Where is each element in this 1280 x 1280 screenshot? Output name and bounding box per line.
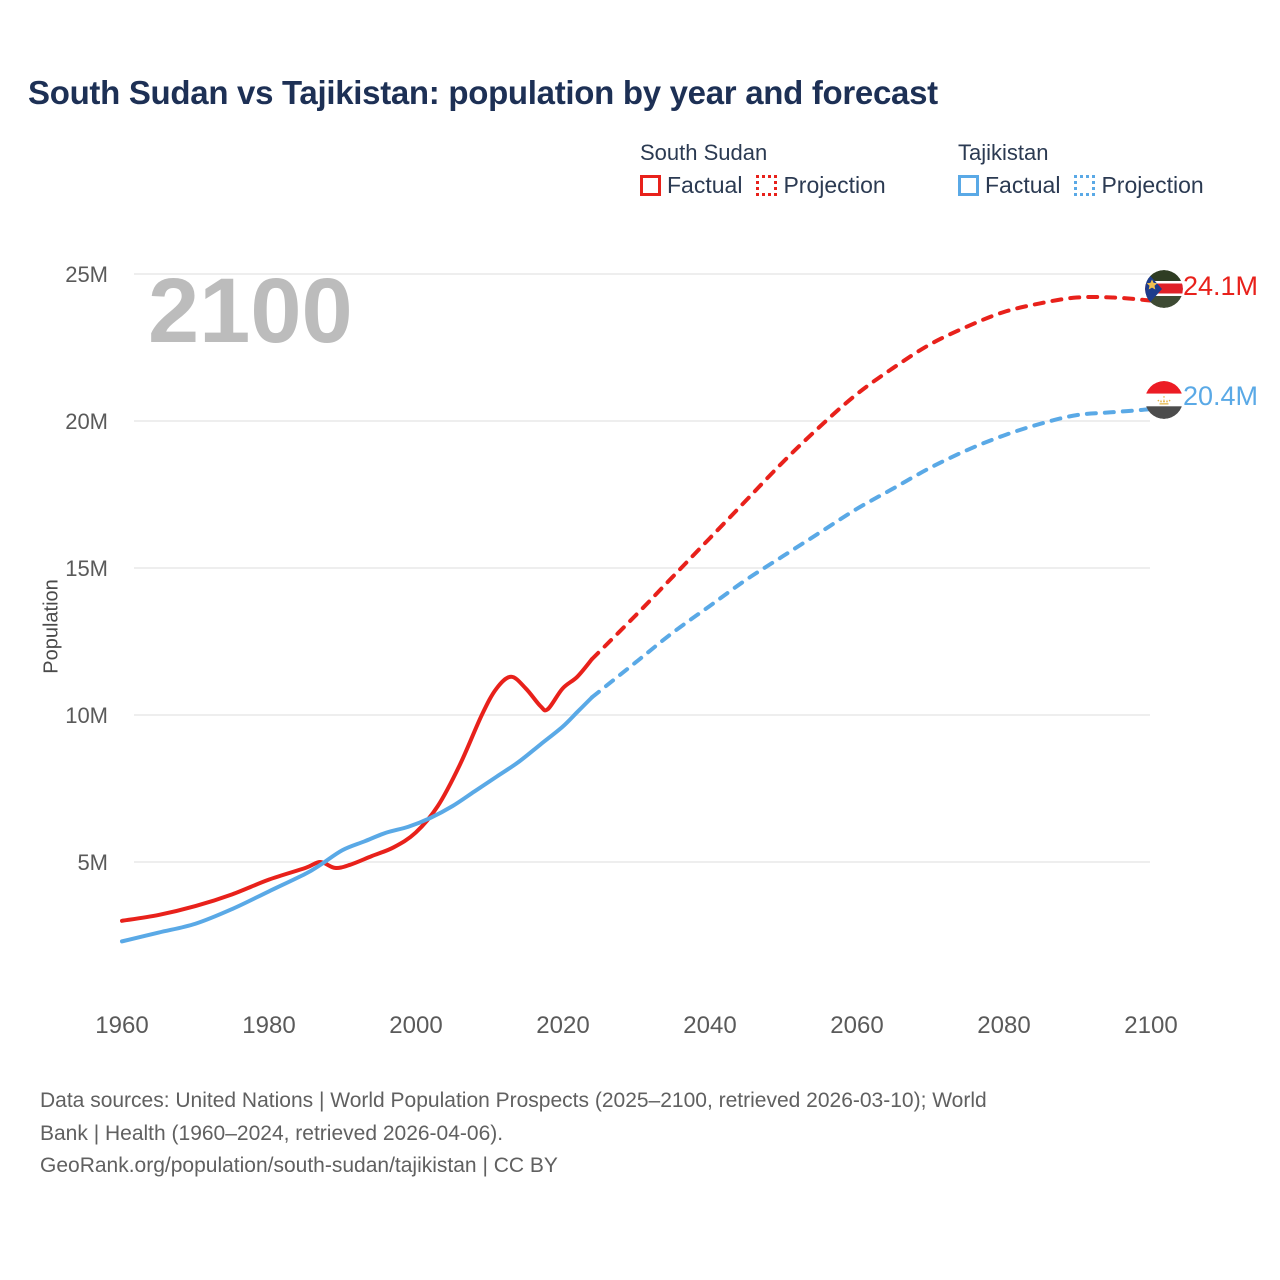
legend-swatch-dotted-blue-icon [1074,175,1096,196]
xtick-label-2060: 2060 [830,1012,884,1039]
series-line-factual-south-sudan [120,657,594,923]
page-title: South Sudan vs Tajikistan: population by… [28,74,938,111]
legend-group-tajikistan: Tajikistan Factual Projection [958,140,1204,199]
xtick-label-1980: 1980 [242,1012,296,1039]
series-line-factual-tajikistan [120,695,594,944]
legend-item-tajikistan-projection[interactable]: Projection [1074,172,1204,199]
xtick-label-2080: 2080 [977,1012,1031,1039]
chart-series-layer [120,294,1152,944]
legend-heading-tajikistan: Tajikistan [958,140,1049,165]
legend-label-south-sudan-factual: Factual [667,172,743,198]
chart-svg [120,273,1152,944]
chart-gridlines [134,273,1150,863]
ytick-label-20m: 20M [65,409,108,434]
year-watermark: 2100 [148,260,353,362]
yaxis-title: Population [40,579,63,674]
chart-legend: South Sudan Factual Projection Tajikista… [640,140,1260,220]
legend-swatch-dotted-red-icon [756,175,778,196]
series-line-projection-south-sudan [589,294,1152,662]
ytick-label-15m: 15M [65,556,108,581]
ytick-label-5m: 5M [77,850,108,875]
xtick-label-2020: 2020 [536,1012,590,1039]
legend-group-south-sudan: South Sudan Factual Projection [640,140,886,199]
chart-plot-area [120,273,1152,944]
footer-line-1: Data sources: United Nations | World Pop… [40,1089,987,1112]
chart-footer: Data sources: United Nations | World Pop… [40,1085,1240,1183]
legend-item-south-sudan-projection[interactable]: Projection [756,172,886,199]
south-sudan-flag-icon [1145,270,1183,308]
footer-line-2: Bank | Health (1960–2024, retrieved 2026… [40,1121,504,1145]
legend-heading-south-sudan: South Sudan [640,140,768,165]
tajikistan-flag-icon [1145,381,1183,419]
ytick-label-10m: 10M [65,703,108,728]
legend-item-south-sudan-factual[interactable]: Factual [640,172,742,199]
legend-label-south-sudan-projection: Projection [783,172,886,198]
xtick-label-1960: 1960 [95,1012,149,1039]
legend-label-tajikistan-factual: Factual [985,172,1061,198]
legend-label-tajikistan-projection: Projection [1101,172,1204,198]
legend-swatch-solid-red-icon [640,175,661,196]
xtick-label-2000: 2000 [389,1012,443,1039]
xtick-label-2100: 2100 [1124,1012,1178,1039]
endpoint-label-south-sudan: 24.1M [1183,271,1259,301]
ytick-label-25m: 25M [65,262,108,287]
xtick-label-2040: 2040 [683,1012,737,1039]
legend-swatch-solid-blue-icon [958,175,979,196]
footer-line-3: GeoRank.org/population/south-sudan/tajik… [40,1154,558,1178]
legend-item-tajikistan-factual[interactable]: Factual [958,172,1060,199]
series-line-projection-tajikistan [589,407,1152,700]
endpoint-label-tajikistan: 20.4M [1183,381,1259,411]
